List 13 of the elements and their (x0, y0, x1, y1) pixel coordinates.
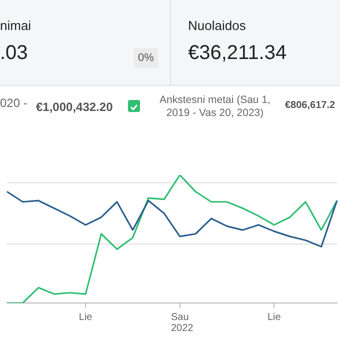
text: 0% (134, 48, 158, 68)
text: Nuolaidos (188, 18, 246, 33)
text: nimai (0, 18, 32, 33)
x-tick-label: Lie (78, 312, 93, 323)
text: €1,000,432.20 (36, 100, 113, 114)
legend-label: Ankstesni metai (Sau 1, 2019 - Vas 20, 2023) (158, 94, 272, 120)
text: 020 - (0, 96, 28, 110)
x-tick-label: Sau (170, 312, 189, 323)
x-tick-label: Lie (267, 312, 282, 323)
text: .03 (0, 42, 28, 65)
text: €36,211.34 (188, 42, 287, 65)
text: €806,617.2 (285, 100, 336, 111)
text: 2022 (171, 323, 194, 334)
